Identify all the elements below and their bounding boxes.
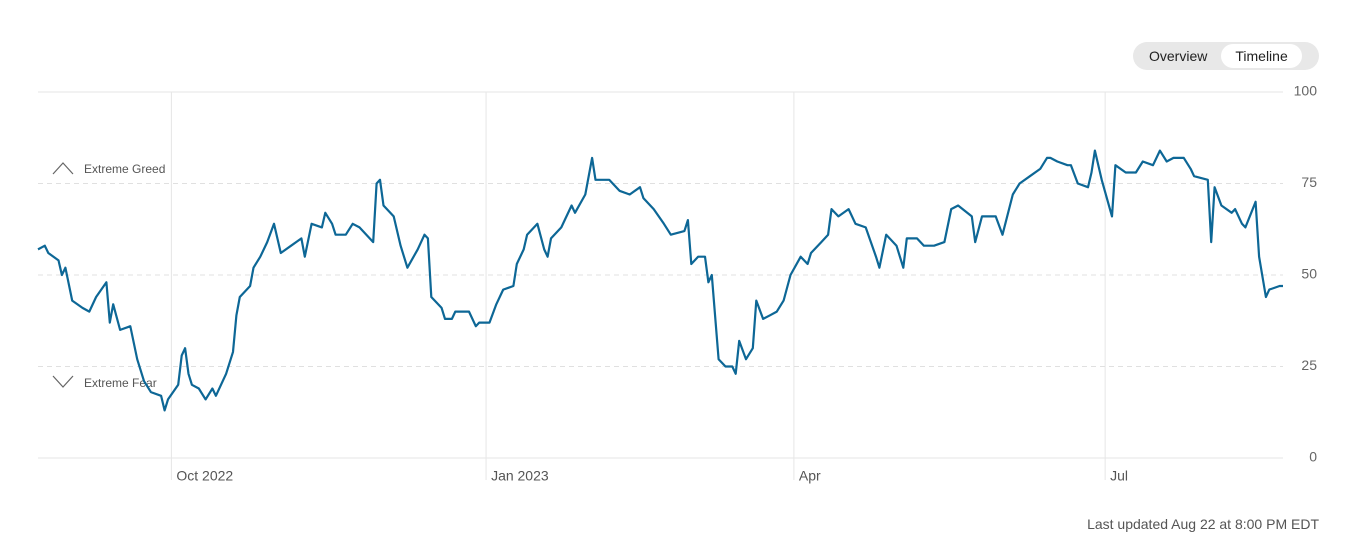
x-tick-label: Jul (1110, 468, 1128, 484)
view-toggle: Overview Timeline (1133, 42, 1319, 70)
annotation: Extreme Fear (84, 376, 157, 390)
y-tick-label: 25 (1301, 357, 1317, 373)
y-tick-label: 100 (1294, 83, 1318, 99)
annotation: Extreme Greed (84, 162, 165, 176)
y-tick-label: 75 (1301, 174, 1317, 190)
y-tick-label: 50 (1301, 266, 1317, 282)
greed-marker (52, 162, 74, 175)
fear-marker (52, 375, 74, 388)
x-tick-label: Oct 2022 (176, 468, 233, 484)
x-tick-label: Apr (799, 468, 821, 484)
last-updated: Last updated Aug 22 at 8:00 PM EDT (1087, 516, 1319, 532)
fear-greed-line (37, 149, 1283, 412)
x-tick-label: Jan 2023 (491, 468, 549, 484)
y-tick-label: 0 (1309, 449, 1317, 465)
tab[interactable]: Overview (1149, 48, 1208, 64)
tab[interactable]: Timeline (1221, 44, 1302, 68)
